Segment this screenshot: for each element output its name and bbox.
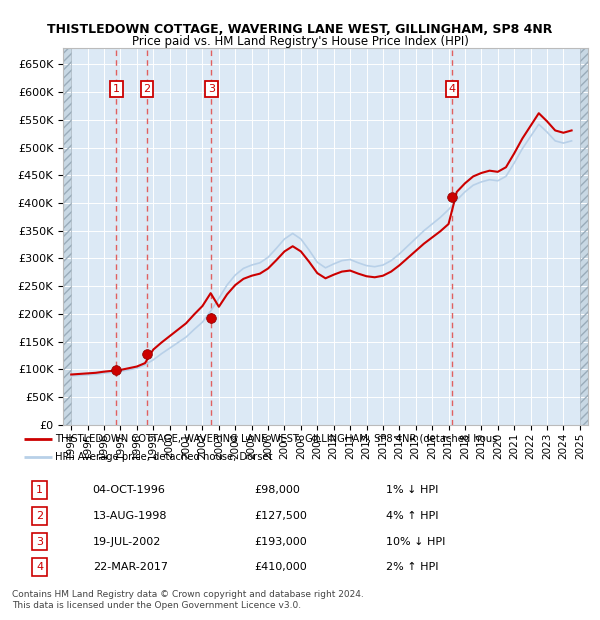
Text: 3: 3 <box>36 536 43 547</box>
Bar <box>63 48 71 425</box>
Text: 1: 1 <box>113 84 120 94</box>
Text: HPI: Average price, detached house, Dorset: HPI: Average price, detached house, Dors… <box>55 452 272 462</box>
Text: 4% ↑ HPI: 4% ↑ HPI <box>386 511 439 521</box>
Text: THISTLEDOWN COTTAGE, WAVERING LANE WEST, GILLINGHAM, SP8 4NR: THISTLEDOWN COTTAGE, WAVERING LANE WEST,… <box>47 23 553 36</box>
Text: 13-AUG-1998: 13-AUG-1998 <box>92 511 167 521</box>
Text: 10% ↓ HPI: 10% ↓ HPI <box>386 536 446 547</box>
Text: 4: 4 <box>449 84 456 94</box>
Bar <box>63 48 71 425</box>
Text: £127,500: £127,500 <box>254 511 307 521</box>
Text: £98,000: £98,000 <box>254 485 300 495</box>
Text: 19-JUL-2002: 19-JUL-2002 <box>92 536 161 547</box>
Text: 22-MAR-2017: 22-MAR-2017 <box>92 562 167 572</box>
Text: 1: 1 <box>36 485 43 495</box>
Text: THISTLEDOWN COTTAGE, WAVERING LANE WEST, GILLINGHAM, SP8 4NR (detached hous: THISTLEDOWN COTTAGE, WAVERING LANE WEST,… <box>55 434 497 444</box>
Text: 1% ↓ HPI: 1% ↓ HPI <box>386 485 439 495</box>
Text: 4: 4 <box>36 562 43 572</box>
Text: 2% ↑ HPI: 2% ↑ HPI <box>386 562 439 572</box>
Text: This data is licensed under the Open Government Licence v3.0.: This data is licensed under the Open Gov… <box>12 601 301 611</box>
Text: 2: 2 <box>143 84 151 94</box>
Bar <box>580 48 588 425</box>
Text: Price paid vs. HM Land Registry's House Price Index (HPI): Price paid vs. HM Land Registry's House … <box>131 35 469 48</box>
Text: 2: 2 <box>36 511 43 521</box>
Text: £193,000: £193,000 <box>254 536 307 547</box>
Text: 04-OCT-1996: 04-OCT-1996 <box>92 485 166 495</box>
Text: 3: 3 <box>208 84 215 94</box>
Text: Contains HM Land Registry data © Crown copyright and database right 2024.: Contains HM Land Registry data © Crown c… <box>12 590 364 600</box>
Text: £410,000: £410,000 <box>254 562 307 572</box>
Bar <box>580 48 588 425</box>
